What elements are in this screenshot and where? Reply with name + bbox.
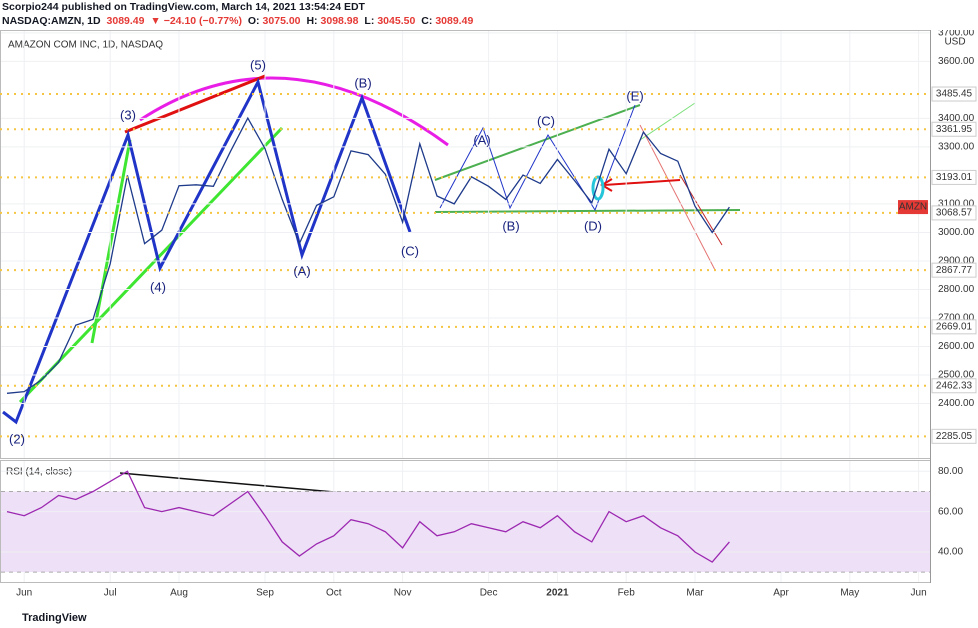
wave-label: (4) [150,279,166,294]
x-tick-label: Aug [170,588,188,599]
currency: USD [944,37,965,48]
wave-label: (5) [250,57,266,72]
green-line [90,139,132,344]
high: 3098.98 [320,15,359,27]
y-tick-label: 3100.00 [938,199,975,210]
level-label: 2462.33 [936,380,973,391]
series-line [6,470,730,563]
y-tick-label: 3000.00 [938,227,975,238]
footer: TradingView [22,612,87,624]
close: 3089.49 [435,15,474,27]
level-tag [931,86,977,102]
level-tag [931,319,977,335]
open-label: O: [247,15,260,27]
change: ▼ −24.10 (−0.77%) [150,15,242,27]
wave-label: (C) [401,243,419,258]
level-label: 3485.45 [936,89,973,100]
y-tick-label: 40.00 [938,547,963,558]
arrow [603,179,681,186]
thin-green [639,102,696,141]
red-line [124,74,266,134]
highlight [591,175,605,201]
chart-title: AMAZON COM INC, 1D, NASDAQ [8,40,163,51]
level-label: 2669.01 [936,321,973,332]
wave-label: (A) [473,132,490,147]
last-tag-label: AMZN [899,202,927,213]
level-label: 3361.95 [936,124,973,135]
x-tick-label: Jun [911,588,927,599]
level-tag [931,378,977,394]
y-tick-label: 2900.00 [938,256,975,267]
y-tick-label: 2600.00 [938,341,975,352]
wave [2,77,412,425]
high-label: H: [306,15,318,27]
y-tick-label: 2800.00 [938,284,975,295]
wave-label: (A) [293,263,310,278]
level-tag [931,205,977,221]
y-tick-label: 80.00 [938,466,963,477]
y-tick-label: 3600.00 [938,56,975,67]
wave-label: (C) [537,113,555,128]
rsi-title: RSI (14, close) [6,467,72,478]
arc [139,76,449,147]
green-line [18,126,284,404]
level-label: 2867.77 [936,265,973,276]
triangle-bottom [434,209,741,213]
level-tag [931,121,977,137]
level-label: 3068.57 [936,208,973,219]
x-tick-label: May [840,588,859,599]
rsi-band [1,491,930,573]
wave-label: (3) [120,107,136,122]
level-tag [931,169,977,185]
x-tick-label: Apr [773,588,789,599]
drawings [0,31,930,582]
y-tick-label: 3300.00 [938,142,975,153]
x-tick-label: 2021 [546,588,569,599]
x-tick-label: Feb [618,588,636,599]
y-tick-label: 3700.00 [938,30,975,38]
chart: AMAZON COM INC, 1D, NASDAQ USD RSI (14, … [0,30,977,599]
y-tick-label: 2400.00 [938,398,975,409]
header: Scorpio244 published on TradingView.com,… [0,0,978,30]
published: Scorpio244 published on TradingView.com,… [2,1,365,13]
level-tag [931,262,977,278]
series-line [6,116,730,394]
channel [639,124,716,271]
triangle-top [434,104,641,181]
last-tag [898,200,928,215]
x-tick-label: Sep [256,588,274,599]
x-tick-label: Jul [104,588,117,599]
y-tick-label: 2700.00 [938,313,975,324]
x-tick-label: Oct [326,588,342,599]
close-label: C: [421,15,433,27]
level-label: 3193.01 [936,172,973,183]
open: 3075.00 [262,15,301,27]
level-tag [931,428,977,444]
x-tick-label: Jun [16,588,32,599]
symbol: NASDAQ:AMZN, 1D [2,15,101,27]
wave-label: (B) [502,218,519,233]
low: 3045.50 [377,15,416,27]
wave-label: (2) [9,431,25,446]
x-tick-label: Mar [686,588,704,599]
wave-label: (B) [354,75,371,90]
y-tick-label: 2500.00 [938,370,975,381]
x-tick-label: Dec [480,588,498,599]
level-label: 2285.05 [936,431,973,442]
wave-label: (D) [584,218,602,233]
y-tick-label: 3400.00 [938,113,975,124]
x-tick-label: Nov [394,588,412,599]
quote: NASDAQ:AMZN, 1D 3089.49 ▼ −24.10 (−0.77%… [2,15,476,27]
low-label: L: [364,15,375,27]
y-tick-label: 60.00 [938,506,963,517]
wave-label: (E) [626,88,643,103]
last: 3089.49 [106,15,145,27]
